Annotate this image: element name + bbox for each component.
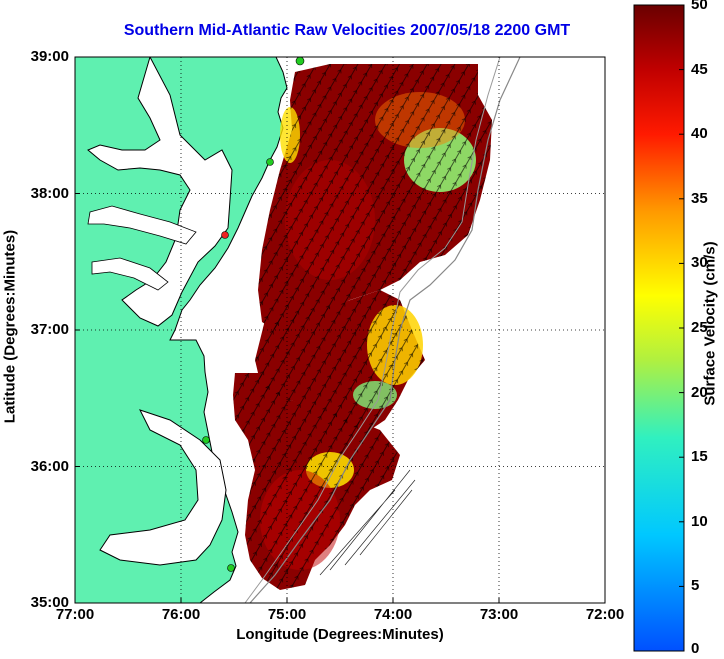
y-tick-label: 37:00 bbox=[30, 321, 69, 338]
velocity-arrows bbox=[233, 64, 492, 590]
colorbar-tick-label: 20 bbox=[691, 383, 708, 401]
colorbar-tick-label: 10 bbox=[691, 512, 708, 530]
x-tick-label: 72:00 bbox=[585, 606, 625, 623]
x-axis-label: Longitude (Degrees:Minutes) bbox=[236, 626, 444, 643]
chart-title: Southern Mid-Atlantic Raw Velocities 200… bbox=[123, 22, 571, 39]
sound-water bbox=[99, 409, 227, 566]
radar-site-marker bbox=[202, 436, 210, 444]
colorbar-tick-label: 0 bbox=[691, 640, 700, 657]
y-tick-label: 35:00 bbox=[30, 594, 69, 611]
colorbar-tick-label: 30 bbox=[691, 254, 708, 272]
x-tick-label: 77:00 bbox=[55, 606, 95, 623]
colorbar-tick-label: 45 bbox=[691, 60, 708, 78]
colorbar-tick-label: 50 bbox=[691, 0, 708, 13]
colorbar-tick-label: 15 bbox=[691, 448, 708, 466]
colorbar-tick-label: 40 bbox=[691, 125, 708, 143]
x-tick-label: 73:00 bbox=[479, 606, 519, 623]
colorbar-tick-label: 5 bbox=[691, 577, 700, 595]
grid-lines bbox=[75, 57, 605, 603]
y-tick-label: 38:00 bbox=[30, 184, 69, 202]
y-tick-label: 39:00 bbox=[30, 48, 69, 65]
colorbar bbox=[633, 4, 685, 652]
radar-site-marker bbox=[266, 158, 274, 166]
river-water-2 bbox=[91, 257, 169, 291]
radar-site-marker bbox=[227, 564, 235, 572]
radar-site-marker bbox=[295, 57, 305, 66]
radar-site-marker bbox=[221, 231, 229, 239]
x-tick-label: 74:00 bbox=[373, 606, 413, 623]
colorbar-tick-label: 25 bbox=[691, 319, 708, 336]
x-tick-label: 76:00 bbox=[161, 606, 201, 623]
bay-water bbox=[87, 57, 233, 327]
river-water bbox=[87, 205, 197, 245]
colorbar-tick-label: 35 bbox=[691, 189, 708, 207]
x-tick-label: 75:00 bbox=[267, 606, 307, 623]
y-tick-label: 36:00 bbox=[30, 457, 69, 475]
